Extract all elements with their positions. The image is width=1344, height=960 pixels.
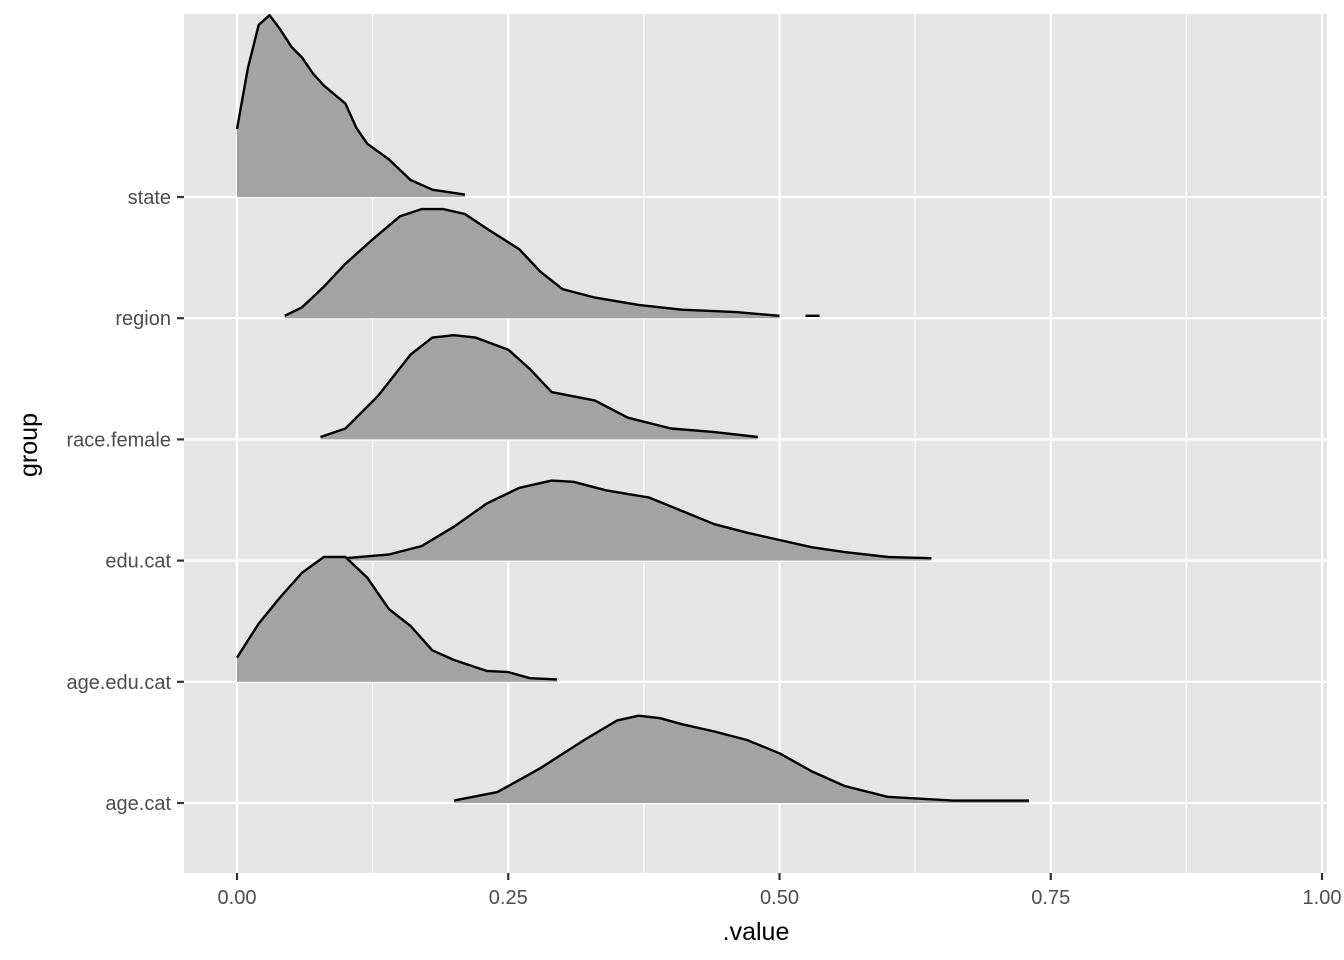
ridge-line-age.edu.cat xyxy=(235,555,558,681)
y-tick-label: region xyxy=(115,308,171,330)
axes: state region race.female edu.cat age.edu.cat… xyxy=(66,187,1341,909)
x-tick-label: 0.50 xyxy=(760,887,799,909)
ridge-area-state xyxy=(237,15,465,198)
x-tick-label: 0.75 xyxy=(1031,887,1070,909)
ridge-line-region xyxy=(284,207,780,317)
x-axis-title: .value xyxy=(723,918,790,946)
y-tick-label: edu.cat xyxy=(105,551,171,573)
y-axis-title: group xyxy=(15,413,43,477)
density-ridges xyxy=(235,14,1029,803)
ridge-area-age.edu.cat xyxy=(237,557,558,682)
ridge-area-edu.cat xyxy=(345,480,932,561)
x-tick-label: 0.25 xyxy=(489,887,528,909)
y-tick-label: age.edu.cat xyxy=(66,672,171,694)
ridge-line-state xyxy=(235,14,466,196)
ridge-line-race.female xyxy=(320,334,758,439)
y-tick-label: race.female xyxy=(67,429,172,451)
y-tick-label: age.cat xyxy=(105,793,171,815)
ridge-line-age.cat xyxy=(453,714,1029,802)
ridge-line-edu.cat xyxy=(345,479,932,560)
x-tick-label: 0.00 xyxy=(218,887,257,909)
ridge-area-race.female xyxy=(320,335,758,440)
x-tick-label: 1.00 xyxy=(1303,887,1342,909)
y-tick-label: state xyxy=(128,187,171,209)
ridge-area-age.cat xyxy=(454,715,1029,803)
